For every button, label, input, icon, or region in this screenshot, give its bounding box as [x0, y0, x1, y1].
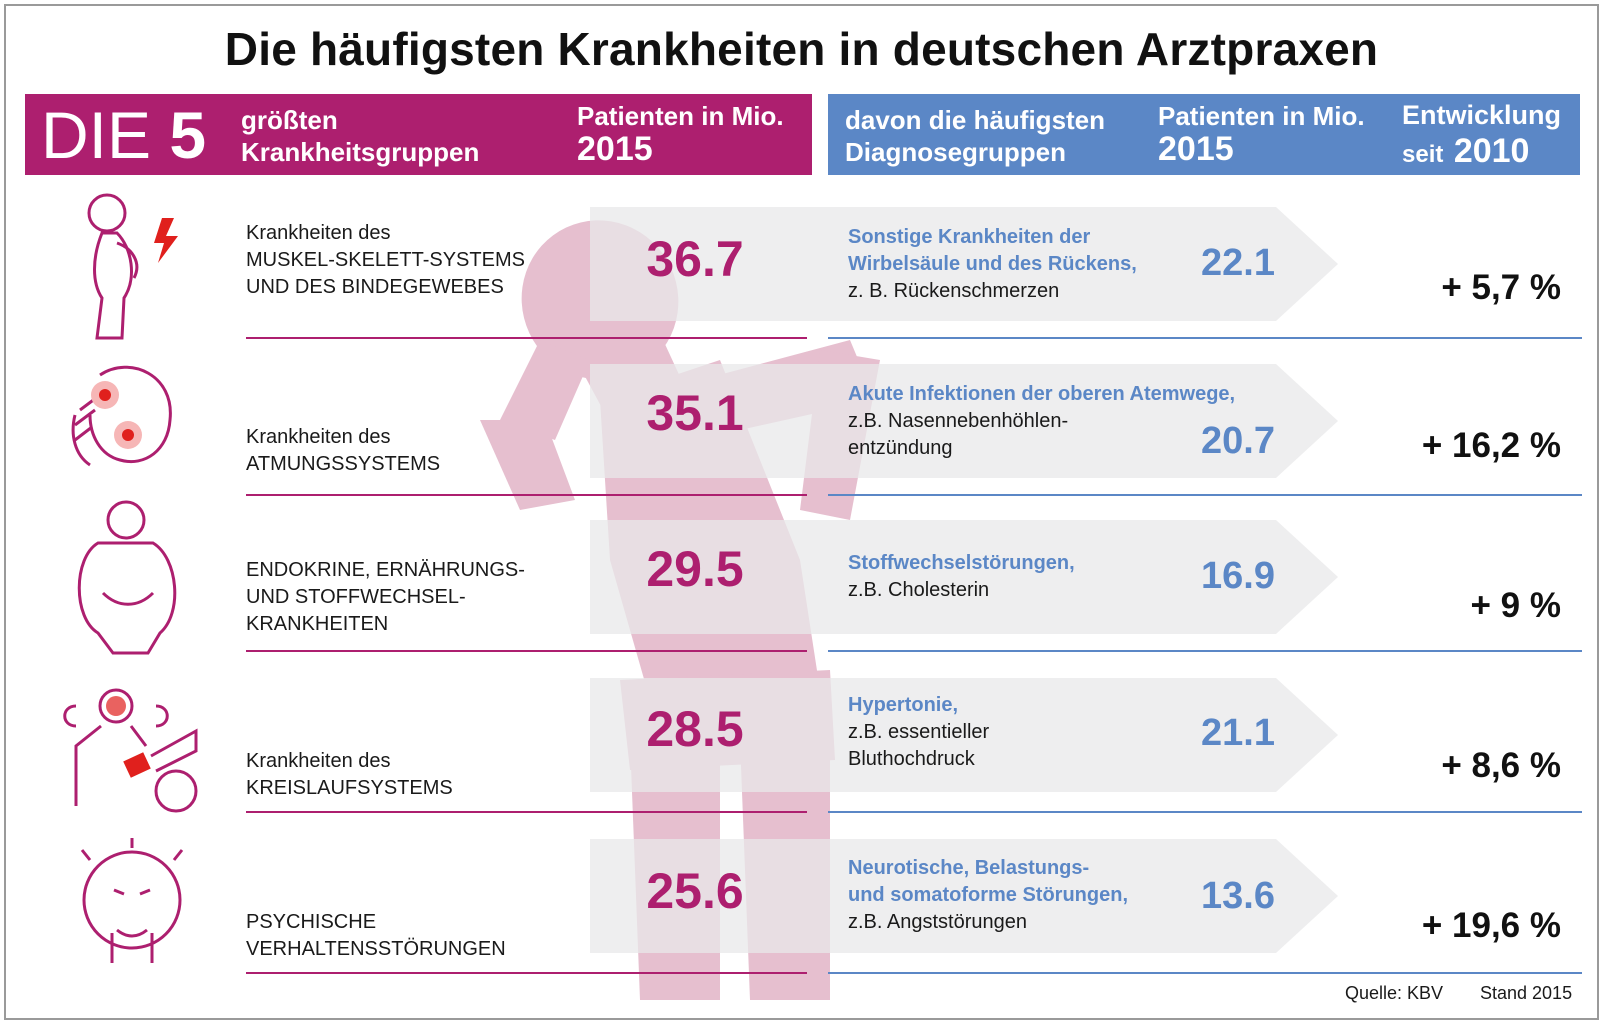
category-4-line2: KREISLAUFSYSTEMS: [246, 777, 453, 799]
row-divider-right-1: [828, 337, 1582, 339]
die-label: DIE: [41, 98, 152, 172]
source-label: Quelle: KBV: [1345, 983, 1444, 1003]
diagnosis-1-line3: z. B. Rückenschmerzen: [848, 280, 1060, 302]
category-5: PSYCHISCHE VERHALTENSSTÖRUNGEN: [246, 909, 506, 963]
row-divider-left-4: [246, 811, 807, 813]
infographic-frame: [4, 4, 1599, 1020]
diagnoses-header-line1: davon die häufigsten: [845, 105, 1106, 135]
patients-value-4: 28.5: [646, 701, 744, 757]
row-divider-left-1: [246, 337, 807, 339]
diagnosis-3: Stoffwechselstörungen, z.B. Cholesterin: [848, 550, 1075, 604]
diagnosis-4-line1: Hypertonie,: [848, 694, 959, 716]
patients-header-left: Patienten in Mio.: [577, 101, 784, 131]
die-5-label: DIE 5: [41, 100, 206, 170]
row-divider-left-5: [246, 972, 807, 974]
row-arrow-3: [590, 520, 1338, 634]
diagnosis-3-line2: z.B. Cholesterin: [848, 579, 990, 601]
row-arrow-1: [590, 207, 1338, 321]
diagnosis-2: Akute Infektionen der oberen Atemwege, z…: [848, 381, 1235, 462]
category-4-line1: Krankheiten des: [246, 750, 391, 772]
category-3-line2: UND STOFFWECHSEL-: [246, 586, 466, 608]
diagnosis-1-line1: Sonstige Krankheiten der: [848, 226, 1091, 248]
category-3-line3: KRANKHEITEN: [246, 613, 389, 635]
diagnosis-value-2: 20.7: [1201, 420, 1275, 462]
diagnoses-header-line2: Diagnosegruppen: [845, 137, 1067, 167]
patients-value-5: 25.6: [646, 863, 744, 919]
diagnosis-1-line2: Wirbelsäule und des Rückens,: [848, 253, 1137, 275]
row-divider-right-4: [828, 811, 1582, 813]
back-pain-icon: [87, 193, 178, 340]
row-divider-right-3: [828, 650, 1582, 652]
development-1: + 5,7 %: [1441, 268, 1561, 307]
diagnosis-4-line2: z.B. essentieller: [848, 721, 990, 743]
row-divider-left-2: [246, 494, 807, 496]
patients-value-2: 35.1: [646, 385, 744, 441]
category-2-line1: Krankheiten des: [246, 426, 391, 448]
development-2: + 16,2 %: [1421, 426, 1561, 465]
development-seit: seit: [1402, 141, 1444, 168]
patients-header-right: Patienten in Mio.: [1158, 101, 1365, 131]
diagnosis-5-line2: und somatoforme Störungen,: [848, 884, 1128, 906]
development-since: seit 2010: [1402, 132, 1529, 171]
groups-header-line2: Krankheitsgruppen: [241, 137, 480, 167]
development-5: + 19,6 %: [1421, 906, 1561, 945]
diagnosis-value-5: 13.6: [1201, 875, 1275, 917]
diagnoses-header: davon die häufigsten Diagnosegruppen: [845, 104, 1105, 168]
page-title: Die häufigsten Krankheiten in deutschen …: [224, 23, 1379, 75]
diagnosis-5: Neurotische, Belastungs- und somatoforme…: [848, 855, 1128, 936]
diagnosis-4-line3: Bluthochdruck: [848, 748, 975, 770]
patients-year-right: 2015: [1158, 130, 1234, 168]
row-divider-left-3: [246, 650, 807, 652]
diagnosis-5-line1: Neurotische, Belastungs-: [848, 857, 1090, 879]
category-1-line2: MUSKEL-SKELETT-SYSTEMS: [246, 249, 525, 271]
patients-value-1: 36.7: [646, 231, 744, 287]
development-header: Entwicklung: [1402, 100, 1562, 130]
row-arrow-2: [590, 364, 1338, 478]
stand-label: Stand 2015: [1480, 983, 1573, 1003]
diagnosis-value-1: 22.1: [1201, 242, 1275, 284]
category-3: ENDOKRINE, ERNÄHRUNGS- UND STOFFWECHSEL-…: [246, 557, 525, 638]
patients-value-3: 29.5: [646, 541, 744, 597]
row-arrow-5: [590, 839, 1338, 953]
patients-year-left: 2015: [577, 130, 653, 168]
row-divider-right-5: [828, 972, 1582, 974]
development-year: 2010: [1453, 132, 1530, 170]
diagnosis-value-4: 21.1: [1201, 712, 1275, 754]
category-2-line2: ATMUNGSSYSTEMS: [246, 453, 441, 475]
category-1-line1: Krankheiten des: [246, 222, 391, 244]
diagnosis-value-3: 16.9: [1201, 555, 1275, 597]
development-4: + 8,6 %: [1441, 746, 1561, 785]
category-2: Krankheiten des ATMUNGSSYSTEMS: [246, 424, 440, 478]
category-5-line1: PSYCHISCHE: [246, 911, 377, 933]
five-label: 5: [169, 98, 207, 172]
diagnosis-4: Hypertonie, z.B. essentieller Bluthochdr…: [848, 692, 989, 773]
diagnosis-5-line3: z.B. Angststörungen: [848, 911, 1028, 933]
header-diagnoses: davon die häufigsten Diagnosegruppen Pat…: [828, 94, 1580, 175]
diagnosis-1: Sonstige Krankheiten der Wirbelsäule und…: [848, 224, 1137, 305]
category-3-line1: ENDOKRINE, ERNÄHRUNGS-: [246, 559, 525, 581]
diagnosis-2-line3: entzündung: [848, 437, 953, 459]
row-divider-right-2: [828, 494, 1582, 496]
category-5-line2: VERHALTENSSTÖRUNGEN: [246, 938, 506, 960]
development-3: + 9 %: [1470, 586, 1561, 625]
header-main-groups: DIE 5 größten Krankheitsgruppen Patiente…: [25, 94, 812, 175]
sinus-pain-icon: [71, 365, 172, 467]
diagnosis-2-line1: Akute Infektionen der oberen Atemwege,: [848, 383, 1236, 405]
category-1: Krankheiten des MUSKEL-SKELETT-SYSTEMS U…: [246, 220, 525, 301]
diagnosis-2-line2: z.B. Nasennebenhöhlen-: [848, 410, 1069, 432]
groups-header: größten Krankheitsgruppen: [241, 104, 479, 168]
groups-header-line1: größten: [241, 105, 338, 135]
category-4: Krankheiten des KREISLAUFSYSTEMS: [246, 748, 453, 802]
overweight-person-icon: [77, 500, 177, 655]
blood-pressure-icon: [63, 688, 198, 813]
diagnosis-3-line1: Stoffwechselstörungen,: [848, 552, 1075, 574]
row-arrow-4: [590, 678, 1338, 792]
category-1-line3: UND DES BINDEGEWEBES: [246, 276, 504, 298]
anxious-face-icon: [80, 838, 184, 963]
